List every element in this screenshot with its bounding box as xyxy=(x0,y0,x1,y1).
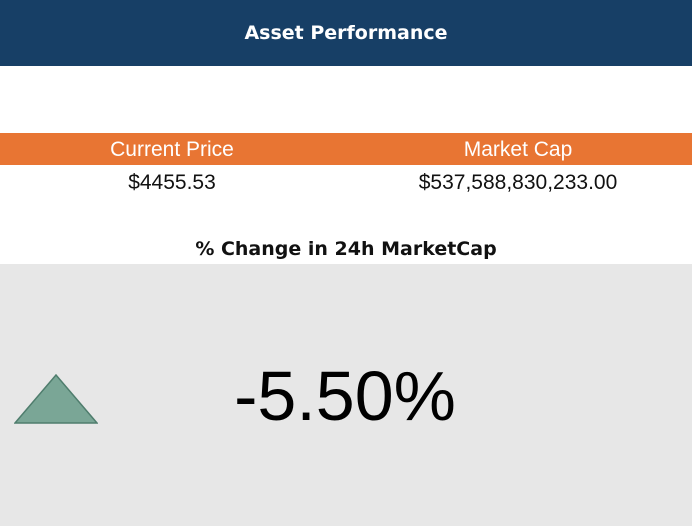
current-price-value: $4455.53 xyxy=(128,171,216,194)
metric-column-headers: Current Price Market Cap xyxy=(0,133,692,165)
change-panel: -5.50% xyxy=(0,264,692,526)
change-title: % Change in 24h MarketCap xyxy=(195,238,497,260)
metric-values: $4455.53 $537,588,830,233.00 xyxy=(0,166,692,200)
current-price-label: Current Price xyxy=(110,138,234,161)
dashboard-header: Asset Performance xyxy=(0,0,692,66)
change-value: -5.50% xyxy=(234,357,456,435)
market-cap-label: Market Cap xyxy=(463,138,573,161)
triangle-up-icon xyxy=(14,374,98,424)
triangle-up-shape xyxy=(14,374,98,424)
market-cap-value: $537,588,830,233.00 xyxy=(418,171,618,194)
dashboard-title: Asset Performance xyxy=(244,22,448,44)
